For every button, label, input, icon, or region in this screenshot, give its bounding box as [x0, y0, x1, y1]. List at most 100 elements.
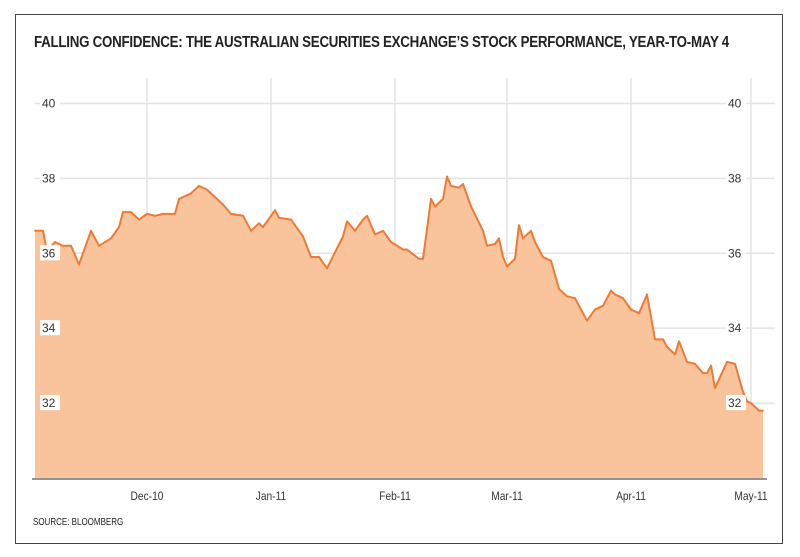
y-tick-label-left: 34: [42, 321, 56, 335]
data-point: [258, 222, 260, 225]
data-point: [674, 353, 676, 356]
data-point: [762, 409, 764, 412]
x-tick-label: Apr-11: [616, 490, 646, 503]
data-point: [262, 226, 264, 228]
data-point: [630, 308, 632, 311]
data-point: [470, 205, 472, 208]
data-point: [78, 263, 80, 266]
y-tick-label-left: 38: [42, 171, 56, 185]
data-point: [646, 293, 648, 296]
y-tick-label-left: 36: [42, 246, 56, 260]
data-point: [34, 230, 36, 232]
area-fill: [35, 176, 763, 478]
data-point: [290, 218, 292, 221]
data-point: [318, 256, 320, 258]
data-point: [678, 340, 680, 343]
data-point: [710, 364, 712, 367]
data-point: [486, 244, 488, 247]
data-point: [122, 211, 124, 213]
y-tick-label-bg: [726, 170, 746, 186]
data-point: [666, 346, 668, 348]
data-point: [342, 235, 344, 238]
data-point: [702, 372, 704, 374]
data-point: [514, 258, 516, 260]
y-tick-label-bg: [726, 95, 746, 111]
data-point: [458, 186, 460, 189]
data-point: [494, 243, 496, 245]
data-point: [382, 230, 384, 232]
data-point: [694, 362, 696, 365]
data-point: [594, 308, 596, 311]
data-point: [502, 256, 504, 258]
data-point: [90, 230, 92, 232]
data-point: [742, 391, 744, 393]
data-point: [326, 267, 328, 270]
data-point: [482, 230, 484, 232]
data-point: [278, 216, 280, 219]
data-point: [434, 205, 436, 208]
x-tick-label: Jan-11: [256, 490, 286, 503]
data-point: [242, 215, 244, 217]
y-tick-label-bg: [726, 245, 746, 261]
y-tick-label-bg: [40, 95, 60, 111]
data-point: [734, 362, 736, 365]
data-point: [610, 289, 612, 292]
data-point: [542, 256, 544, 258]
data-point: [146, 213, 148, 215]
data-point: [614, 293, 616, 296]
y-tick-label-right: 34: [728, 321, 742, 335]
y-tick-label-left: 40: [42, 96, 56, 110]
data-point: [706, 372, 708, 374]
data-point: [178, 198, 180, 200]
data-point: [566, 295, 568, 298]
data-point: [346, 220, 348, 223]
data-point: [190, 192, 192, 195]
data-point: [366, 215, 368, 217]
data-point: [422, 258, 424, 260]
data-point: [138, 218, 140, 221]
data-point: [558, 288, 560, 290]
data-point: [390, 241, 392, 243]
data-point: [42, 230, 44, 232]
data-point: [714, 387, 716, 389]
data-point: [118, 226, 120, 228]
data-point: [206, 188, 208, 191]
data-point: [530, 230, 532, 232]
data-point: [462, 183, 464, 185]
x-tick-label: May-11: [734, 490, 767, 503]
data-point: [750, 402, 752, 404]
series-line: [35, 175, 763, 412]
y-tick-label-bg: [726, 320, 746, 336]
data-point: [506, 265, 508, 268]
data-point: [362, 218, 364, 221]
x-tick-label: Feb-11: [379, 490, 411, 503]
y-tick-label-bg: [40, 320, 60, 336]
x-tick-label: Mar-11: [491, 490, 523, 503]
data-point: [450, 185, 452, 187]
y-tick-label-bg: [40, 395, 60, 411]
source-note: SOURCE: BLOOMBERG: [33, 517, 124, 528]
data-point: [622, 297, 624, 300]
data-point: [726, 361, 728, 363]
data-point: [354, 230, 356, 232]
data-point: [498, 237, 500, 240]
data-point: [222, 203, 224, 206]
data-point: [686, 361, 688, 363]
y-tick-label-left: 32: [42, 396, 56, 410]
y-tick-label-right: 40: [728, 96, 742, 110]
data-point: [638, 312, 640, 315]
data-point: [230, 213, 232, 215]
data-point: [574, 297, 576, 300]
data-point: [250, 230, 252, 232]
data-point: [418, 258, 420, 260]
y-tick-label-right: 38: [728, 171, 742, 185]
data-point: [654, 338, 656, 341]
data-point: [522, 237, 524, 240]
y-tick-label-right: 32: [728, 396, 742, 410]
chart-frame: [15, 14, 783, 544]
data-point: [430, 198, 432, 200]
data-point: [662, 338, 664, 341]
x-tick-label: Dec-10: [131, 490, 164, 503]
data-point: [98, 244, 100, 247]
